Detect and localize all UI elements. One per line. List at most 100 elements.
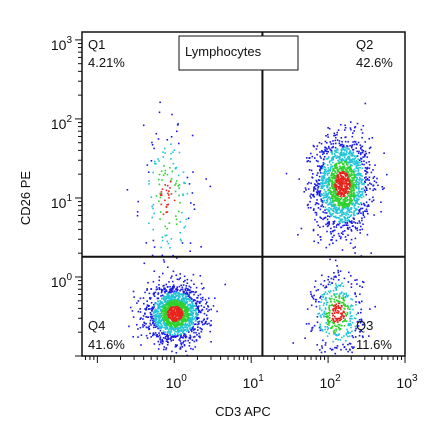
event-dot	[343, 293, 345, 295]
event-dot	[328, 314, 331, 316]
event-dot	[363, 160, 365, 162]
event-dot	[353, 207, 356, 209]
event-dot	[321, 294, 324, 296]
event-dot	[361, 183, 363, 186]
event-dot	[360, 157, 362, 160]
event-dot	[153, 293, 155, 296]
event-dot	[345, 146, 347, 149]
event-dot	[361, 145, 364, 148]
event-dot	[326, 315, 328, 317]
event-dot	[344, 187, 346, 190]
event-dot	[171, 310, 173, 313]
event-dot	[362, 213, 364, 215]
event-dot	[367, 204, 369, 207]
event-dot	[139, 308, 141, 310]
event-dot	[343, 194, 346, 197]
event-dot	[365, 161, 368, 164]
event-dot	[356, 191, 358, 194]
event-dot	[179, 305, 182, 307]
event-dot	[181, 319, 184, 322]
event-dot	[332, 198, 334, 200]
event-dot	[324, 206, 327, 209]
event-dot	[317, 187, 319, 189]
event-dot	[363, 182, 365, 185]
event-dot	[355, 179, 357, 182]
event-dot	[358, 301, 360, 303]
event-dot	[343, 277, 346, 280]
event-dot	[155, 311, 157, 313]
event-dot	[148, 292, 151, 295]
event-dot	[358, 182, 361, 184]
event-dot	[347, 216, 349, 219]
event-dot	[331, 205, 333, 208]
event-dot	[354, 126, 356, 129]
event-dot	[323, 156, 326, 158]
event-dot	[342, 187, 344, 190]
event-dot	[328, 215, 331, 218]
event-dot	[344, 167, 346, 169]
event-dot	[349, 151, 352, 153]
event-dot	[321, 178, 323, 180]
event-dot	[318, 301, 320, 303]
event-dot	[337, 207, 339, 209]
event-dot	[321, 201, 324, 204]
event-dot	[201, 299, 204, 301]
event-dot	[359, 229, 361, 231]
event-dot	[350, 179, 353, 182]
event-dot	[342, 163, 344, 166]
event-dot	[172, 298, 174, 301]
event-dot	[337, 300, 339, 303]
event-dot	[361, 132, 364, 134]
event-dot	[339, 312, 342, 315]
event-dot	[183, 291, 185, 293]
event-dot	[327, 179, 330, 181]
event-dot	[350, 229, 352, 231]
event-dot	[166, 139, 169, 141]
event-dot	[353, 182, 355, 184]
event-dot	[174, 184, 176, 186]
event-dot	[209, 330, 211, 333]
event-dot	[330, 166, 332, 168]
event-dot	[374, 164, 376, 166]
event-dot	[171, 326, 174, 328]
event-dot	[351, 330, 353, 333]
event-dot	[164, 184, 166, 186]
event-dot	[351, 346, 353, 348]
event-dot	[336, 345, 339, 347]
event-dot	[331, 230, 334, 233]
event-dot	[160, 295, 162, 297]
event-dot	[176, 299, 179, 301]
event-dot	[147, 281, 149, 284]
event-dot	[326, 326, 329, 328]
event-dot	[196, 307, 198, 310]
event-dot	[361, 136, 363, 139]
event-dot	[348, 151, 351, 154]
event-dot	[173, 329, 175, 332]
event-dot	[349, 312, 351, 315]
event-dot	[332, 318, 334, 320]
event-dot	[324, 148, 326, 151]
event-dot	[334, 198, 337, 200]
event-dot	[321, 345, 323, 347]
event-dot	[146, 289, 148, 291]
event-dot	[348, 308, 351, 311]
event-dot	[188, 342, 191, 344]
event-dot	[178, 278, 180, 281]
event-dot	[359, 321, 362, 324]
event-dot	[322, 200, 325, 203]
event-dot	[353, 158, 355, 160]
event-dot	[316, 189, 319, 191]
event-dot	[329, 190, 332, 192]
event-dot	[329, 179, 332, 182]
event-dot	[353, 143, 356, 146]
event-dot	[158, 332, 160, 334]
event-dot	[338, 176, 340, 178]
event-dot	[180, 313, 182, 315]
event-dot	[164, 287, 166, 290]
event-dot	[328, 189, 330, 191]
event-dot	[323, 182, 326, 184]
event-dot	[335, 307, 338, 309]
event-dot	[160, 193, 163, 195]
event-dot	[190, 300, 193, 303]
event-dot	[338, 193, 341, 195]
